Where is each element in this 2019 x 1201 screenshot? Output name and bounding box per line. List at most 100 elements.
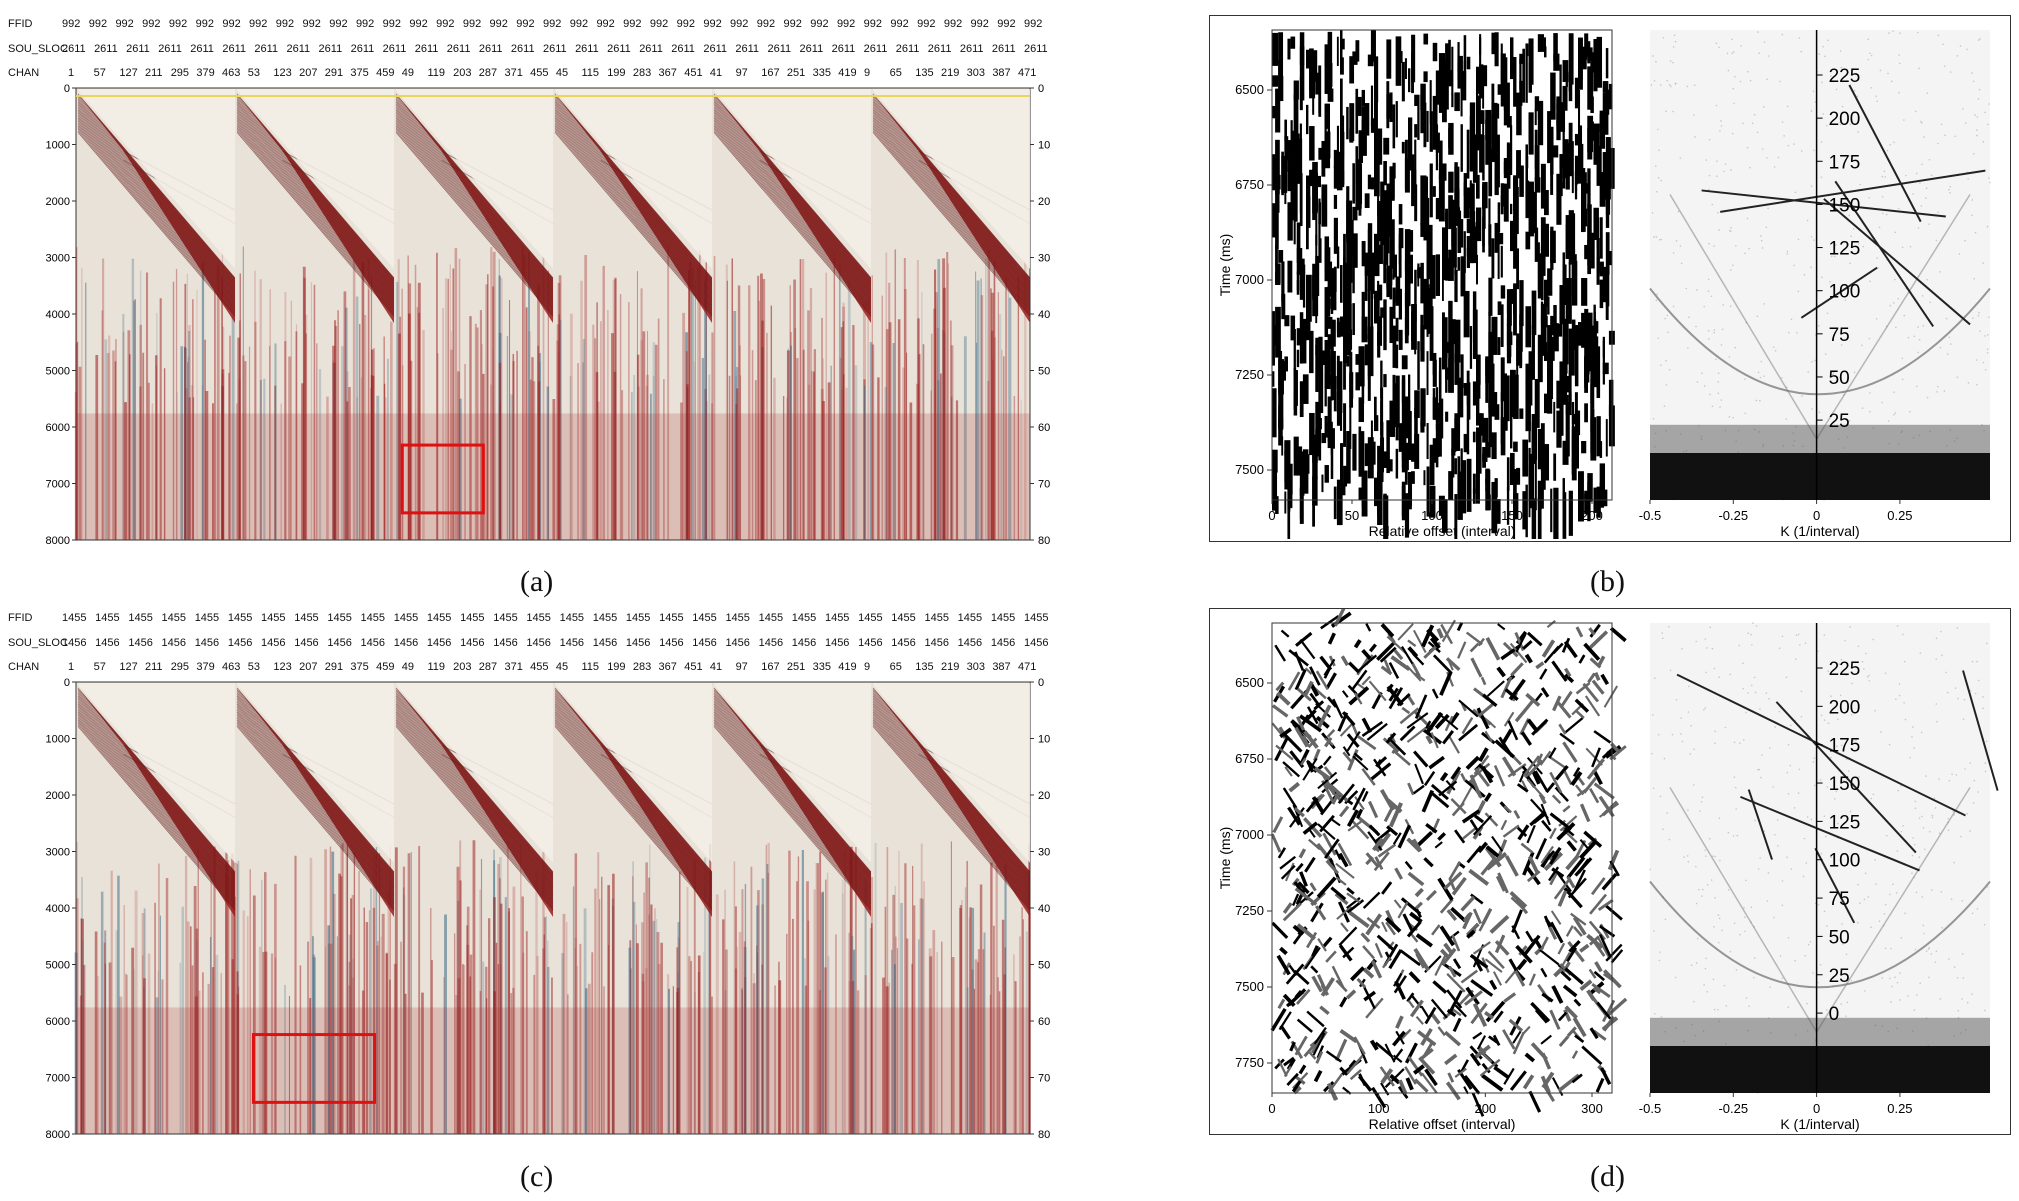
chan-value: 287 <box>478 67 498 79</box>
sou-sloc-value: 2611 <box>767 43 792 55</box>
ffid-value: 992 <box>997 18 1016 30</box>
chan-value: 1 <box>68 661 75 673</box>
time-tick-label: 4000 <box>46 903 70 915</box>
x-axis-label-k: K (1/interval) <box>1780 523 1859 539</box>
ffid-value: 1455 <box>924 612 949 624</box>
ffid-value: 992 <box>436 18 455 30</box>
time-tick-label: 7250 <box>1235 367 1264 382</box>
ffid-value: 992 <box>703 18 722 30</box>
sou-sloc-value: 1456 <box>824 637 850 649</box>
frequency-tick-label: 175 <box>1829 152 1861 173</box>
ffid-value: 992 <box>1024 18 1043 30</box>
chan-value: 53 <box>247 67 260 79</box>
sou-sloc-value: 1456 <box>990 637 1016 649</box>
chan-value: 419 <box>838 67 857 79</box>
frequency-tick-label: 150 <box>1829 195 1861 216</box>
frequency-tick-label: 175 <box>1829 736 1861 757</box>
ffid-value: 1455 <box>990 612 1016 624</box>
time-tick-label: 4000 <box>46 309 70 321</box>
chan-value: 167 <box>761 661 780 673</box>
sou-sloc-value: 2611 <box>222 43 246 55</box>
k-tick-label: 0.25 <box>1887 508 1912 523</box>
ffid-value: 992 <box>516 18 535 30</box>
sou-sloc-value: 1456 <box>426 637 452 649</box>
ffid-value: 1455 <box>692 612 717 624</box>
chan-value: 9 <box>863 67 871 79</box>
chan-value: 115 <box>581 661 600 673</box>
time-tick-label: 7000 <box>1235 827 1264 842</box>
sou-sloc-value: 2611 <box>94 43 118 55</box>
chan-value: 471 <box>1018 67 1037 79</box>
frequency-tick-label: 75 <box>1829 325 1850 346</box>
chan-value: 379 <box>196 661 215 673</box>
ffid-value: 1455 <box>261 612 286 624</box>
chan-value: 303 <box>966 661 985 673</box>
chan-value: 41 <box>709 661 723 673</box>
ffid-value: 992 <box>168 18 188 30</box>
header-label-ffid: FFID <box>8 18 33 30</box>
chan-value: 199 <box>607 67 626 79</box>
ffid-value: 992 <box>142 18 161 30</box>
sou-sloc-value: 2611 <box>318 43 343 55</box>
sou-sloc-value: 2611 <box>959 43 984 55</box>
k-tick-label: 0.25 <box>1887 1101 1912 1116</box>
time-tick-label: 8000 <box>1038 535 1050 547</box>
caption-a: (a) <box>520 565 554 598</box>
chan-value: 211 <box>145 661 163 673</box>
frequency-tick-label: 50 <box>1829 368 1850 389</box>
ffid-value: 992 <box>970 18 989 30</box>
chan-value: 335 <box>812 67 831 79</box>
time-tick-label: 6750 <box>1235 177 1264 192</box>
time-tick-label: 1000 <box>1038 140 1050 152</box>
chan-value: 57 <box>93 661 106 673</box>
sou-sloc-value: 2611 <box>126 43 150 55</box>
sou-sloc-value: 2611 <box>543 43 567 55</box>
time-tick-label: 7000 <box>46 479 70 491</box>
ffid-value: 1455 <box>161 612 186 624</box>
ffid-value: 1455 <box>360 612 386 624</box>
sou-sloc-value: 2611 <box>158 43 182 55</box>
sou-sloc-value: 1456 <box>393 637 419 649</box>
chan-value: 199 <box>607 661 626 673</box>
sou-sloc-value: 1456 <box>1024 637 1049 649</box>
chan-value: 9 <box>863 661 871 673</box>
ffid-value: 1455 <box>625 612 651 624</box>
ffid-value: 1455 <box>891 612 916 624</box>
sou-sloc-value: 1456 <box>957 637 983 649</box>
ffid-value: 992 <box>62 18 81 30</box>
ffid-value: 992 <box>943 18 963 30</box>
caption-c: (c) <box>520 1160 554 1193</box>
sou-sloc-value: 1456 <box>891 637 916 649</box>
ffid-value: 1455 <box>95 612 120 624</box>
time-tick-label: 2000 <box>46 790 70 802</box>
caption-b: (b) <box>1590 565 1625 598</box>
sou-sloc-value: 2611 <box>799 43 824 55</box>
time-tick-label: 4000 <box>1038 309 1050 321</box>
chan-value: 375 <box>350 67 369 79</box>
sou-sloc-value: 2611 <box>575 43 599 55</box>
frequency-tick-label: 225 <box>1829 659 1861 680</box>
chan-value: 379 <box>196 67 215 79</box>
frequency-tick-label: 50 <box>1829 927 1850 948</box>
ffid-value: 992 <box>222 18 241 30</box>
frequency-tick-label: 125 <box>1829 812 1861 833</box>
header-label-ffid: FFID <box>8 612 33 624</box>
ffid-value: 992 <box>810 18 829 30</box>
chan-value: 207 <box>299 67 318 79</box>
offset-tick-label: 150 <box>1501 508 1523 523</box>
x-axis-label-offset: Relative offset (interval) <box>1369 523 1516 539</box>
ffid-value: 1455 <box>957 612 983 624</box>
sou-sloc-value: 2611 <box>414 43 439 55</box>
chan-value: 211 <box>145 67 163 79</box>
sou-sloc-value: 1456 <box>924 637 949 649</box>
sou-sloc-value: 1456 <box>95 637 120 649</box>
sou-sloc-value: 1456 <box>194 637 220 649</box>
sou-sloc-value: 2611 <box>478 43 503 55</box>
sou-sloc-value: 2611 <box>991 43 1016 55</box>
time-tick-label: 6000 <box>1038 422 1050 434</box>
frequency-tick-label: 200 <box>1829 109 1861 130</box>
chan-value: 123 <box>273 67 292 79</box>
time-tick-label: 0 <box>64 83 70 95</box>
ffid-value: 992 <box>917 18 936 30</box>
chan-value: 251 <box>786 661 806 673</box>
